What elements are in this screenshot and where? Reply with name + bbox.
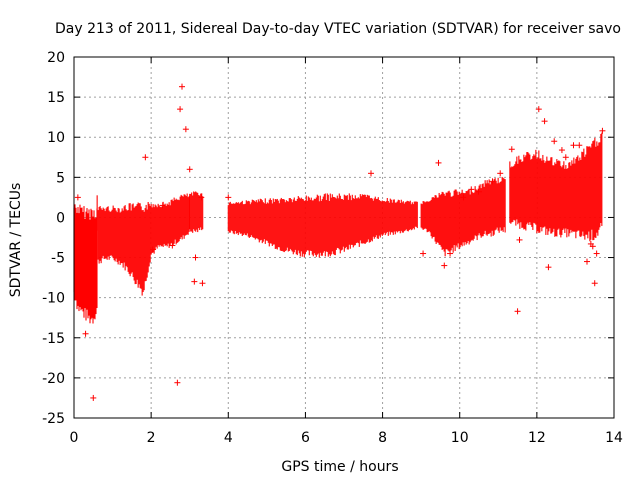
y-tick-label: 10 (47, 130, 65, 146)
data-point-marker (541, 118, 548, 125)
x-axis-label: GPS time / hours (281, 459, 398, 475)
data-point-marker (551, 138, 558, 145)
data-point-marker (142, 154, 149, 161)
y-tick-label: -20 (42, 371, 65, 387)
x-tick-label: 0 (70, 430, 79, 446)
data-point-marker (508, 146, 515, 153)
data-point-marker (460, 194, 467, 201)
y-tick-label: -25 (42, 411, 65, 427)
data-point-marker (570, 142, 577, 149)
data-point-marker (192, 254, 199, 261)
data-point-marker (593, 250, 600, 257)
data-point-marker (198, 194, 205, 201)
data-point-marker (82, 330, 89, 337)
y-tick-label: 0 (56, 210, 65, 226)
data-point-marker (535, 106, 542, 113)
x-tick-label: 2 (147, 430, 156, 446)
data-point-marker (545, 264, 552, 271)
x-tick-label: 14 (605, 430, 623, 446)
data-point-marker (88, 310, 95, 317)
data-point-marker (169, 242, 176, 249)
data-point-marker (489, 178, 496, 185)
data-point-marker (225, 194, 232, 201)
data-point-marker (74, 194, 81, 201)
x-tick-label: 10 (451, 430, 469, 446)
data-point-marker (497, 170, 504, 177)
x-tick-label: 12 (528, 430, 546, 446)
data-point-marker (468, 186, 475, 193)
y-tick-label: -15 (42, 331, 65, 347)
y-axis-label: SDTVAR / TECUs (8, 183, 24, 298)
data-point-marker (174, 379, 181, 386)
data-point-marker (368, 170, 374, 177)
y-tick-label: 15 (47, 90, 65, 106)
data-point-marker (514, 308, 521, 315)
data-point-marker (159, 202, 166, 209)
y-tick-labels: 20 15 10 5 0 -5 -10 -15 -20 -25 (42, 50, 65, 427)
x-tick-label: 6 (301, 430, 310, 446)
data-point-marker (576, 142, 583, 149)
data-point-marker (562, 154, 569, 161)
data-point-marker (191, 278, 198, 285)
data-point-marker (420, 250, 427, 257)
data-point-marker (516, 236, 523, 243)
y-tick-label: 20 (47, 50, 65, 66)
data-point-marker (589, 243, 596, 250)
plot-frame (73, 56, 615, 419)
chart-title: Day 213 of 2011, Sidereal Day-to-day VTE… (55, 21, 621, 37)
x-tick-labels: 0 2 4 6 8 10 12 14 (70, 430, 623, 446)
y-tick-label: -5 (51, 251, 65, 267)
data-point-marker (179, 83, 185, 90)
data-point-marker (558, 147, 565, 154)
y-tick-label: 5 (56, 170, 65, 186)
data-point-marker (150, 246, 157, 253)
x-tick-label: 4 (224, 430, 233, 446)
data-point-marker (90, 394, 97, 401)
data-point-marker (182, 126, 189, 133)
data-point-marker (599, 127, 606, 134)
x-tick-label: 8 (378, 430, 387, 446)
data-point-marker (476, 188, 482, 195)
data-point-marker (199, 280, 206, 287)
data-point-marker (584, 258, 590, 265)
y-tick-label: -10 (42, 291, 65, 307)
data-point-marker (447, 250, 454, 257)
data-series-sdtvar (73, 83, 606, 401)
data-point-marker (435, 159, 442, 166)
data-point-marker (441, 262, 448, 269)
data-point-marker (186, 166, 193, 173)
data-point-marker (591, 280, 598, 287)
data-point-marker (177, 106, 184, 113)
